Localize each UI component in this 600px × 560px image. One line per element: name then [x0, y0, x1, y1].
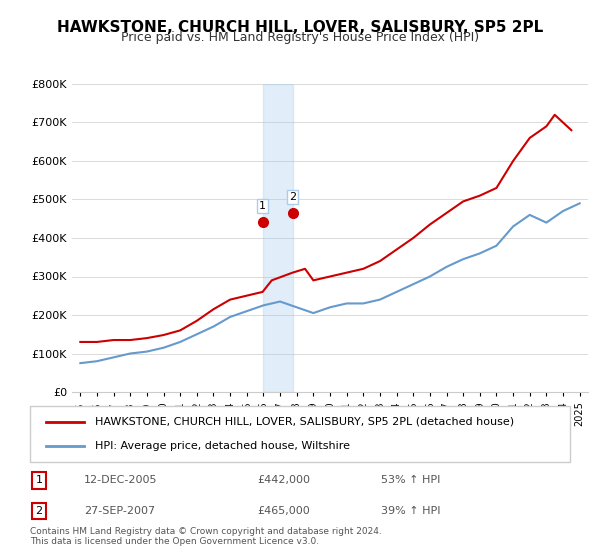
Text: HAWKSTONE, CHURCH HILL, LOVER, SALISBURY, SP5 2PL: HAWKSTONE, CHURCH HILL, LOVER, SALISBURY… [57, 20, 543, 35]
Text: 27-SEP-2007: 27-SEP-2007 [84, 506, 155, 516]
Text: 39% ↑ HPI: 39% ↑ HPI [381, 506, 440, 516]
Text: 53% ↑ HPI: 53% ↑ HPI [381, 475, 440, 485]
Text: 1: 1 [35, 475, 43, 485]
Text: HAWKSTONE, CHURCH HILL, LOVER, SALISBURY, SP5 2PL (detached house): HAWKSTONE, CHURCH HILL, LOVER, SALISBURY… [95, 417, 514, 427]
Bar [263, 84, 293, 392]
FancyBboxPatch shape [30, 406, 570, 462]
Text: 12-DEC-2005: 12-DEC-2005 [84, 475, 157, 485]
Text: Price paid vs. HM Land Registry's House Price Index (HPI): Price paid vs. HM Land Registry's House … [121, 31, 479, 44]
Text: Contains HM Land Registry data © Crown copyright and database right 2024.
This d: Contains HM Land Registry data © Crown c… [30, 526, 382, 546]
Text: £442,000: £442,000 [257, 475, 310, 485]
Text: 2: 2 [35, 506, 43, 516]
Text: HPI: Average price, detached house, Wiltshire: HPI: Average price, detached house, Wilt… [95, 441, 350, 451]
Text: £465,000: £465,000 [257, 506, 310, 516]
Text: 2: 2 [289, 192, 296, 202]
Text: 1: 1 [259, 201, 266, 211]
